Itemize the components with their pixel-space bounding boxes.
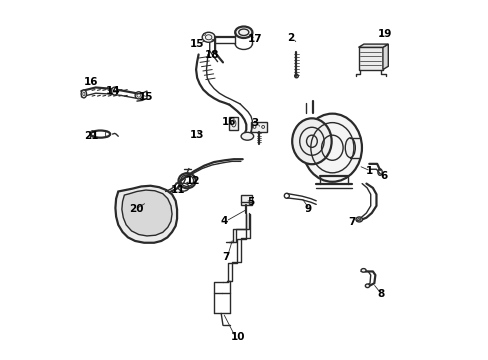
Text: 17: 17 [247,35,262,44]
Text: 18: 18 [204,50,219,60]
Bar [241,195,251,205]
Text: 7: 7 [222,252,229,262]
Text: 12: 12 [185,176,200,186]
Polygon shape [228,117,238,130]
Text: 3: 3 [250,118,258,128]
Polygon shape [250,122,266,132]
Ellipse shape [345,138,355,158]
Ellipse shape [111,87,118,95]
Ellipse shape [81,90,86,98]
Ellipse shape [355,217,362,222]
Polygon shape [358,47,382,69]
Polygon shape [358,44,387,47]
Text: 5: 5 [247,197,254,207]
Ellipse shape [292,118,331,164]
Polygon shape [382,44,387,69]
Text: 15: 15 [139,92,153,102]
Polygon shape [115,186,177,243]
Text: 1: 1 [365,166,372,176]
Text: 7: 7 [348,217,355,227]
Text: 6: 6 [379,171,386,181]
Ellipse shape [202,32,215,42]
Text: 16: 16 [222,117,236,127]
Text: 19: 19 [377,29,391,39]
Text: 14: 14 [105,86,120,96]
Ellipse shape [241,132,253,140]
Text: 16: 16 [83,77,98,87]
Text: 15: 15 [190,40,204,49]
Text: 8: 8 [376,289,384,299]
Text: 20: 20 [129,204,143,215]
Text: 21: 21 [83,131,98,141]
Text: 4: 4 [220,216,227,226]
Polygon shape [122,190,172,236]
Ellipse shape [360,269,366,272]
Ellipse shape [135,92,142,99]
Ellipse shape [302,114,361,182]
Text: 11: 11 [171,185,185,195]
Text: 13: 13 [190,130,204,140]
Text: 10: 10 [230,332,245,342]
Ellipse shape [365,284,369,288]
Text: 9: 9 [304,204,311,215]
Ellipse shape [235,27,252,38]
Text: 2: 2 [286,33,293,43]
